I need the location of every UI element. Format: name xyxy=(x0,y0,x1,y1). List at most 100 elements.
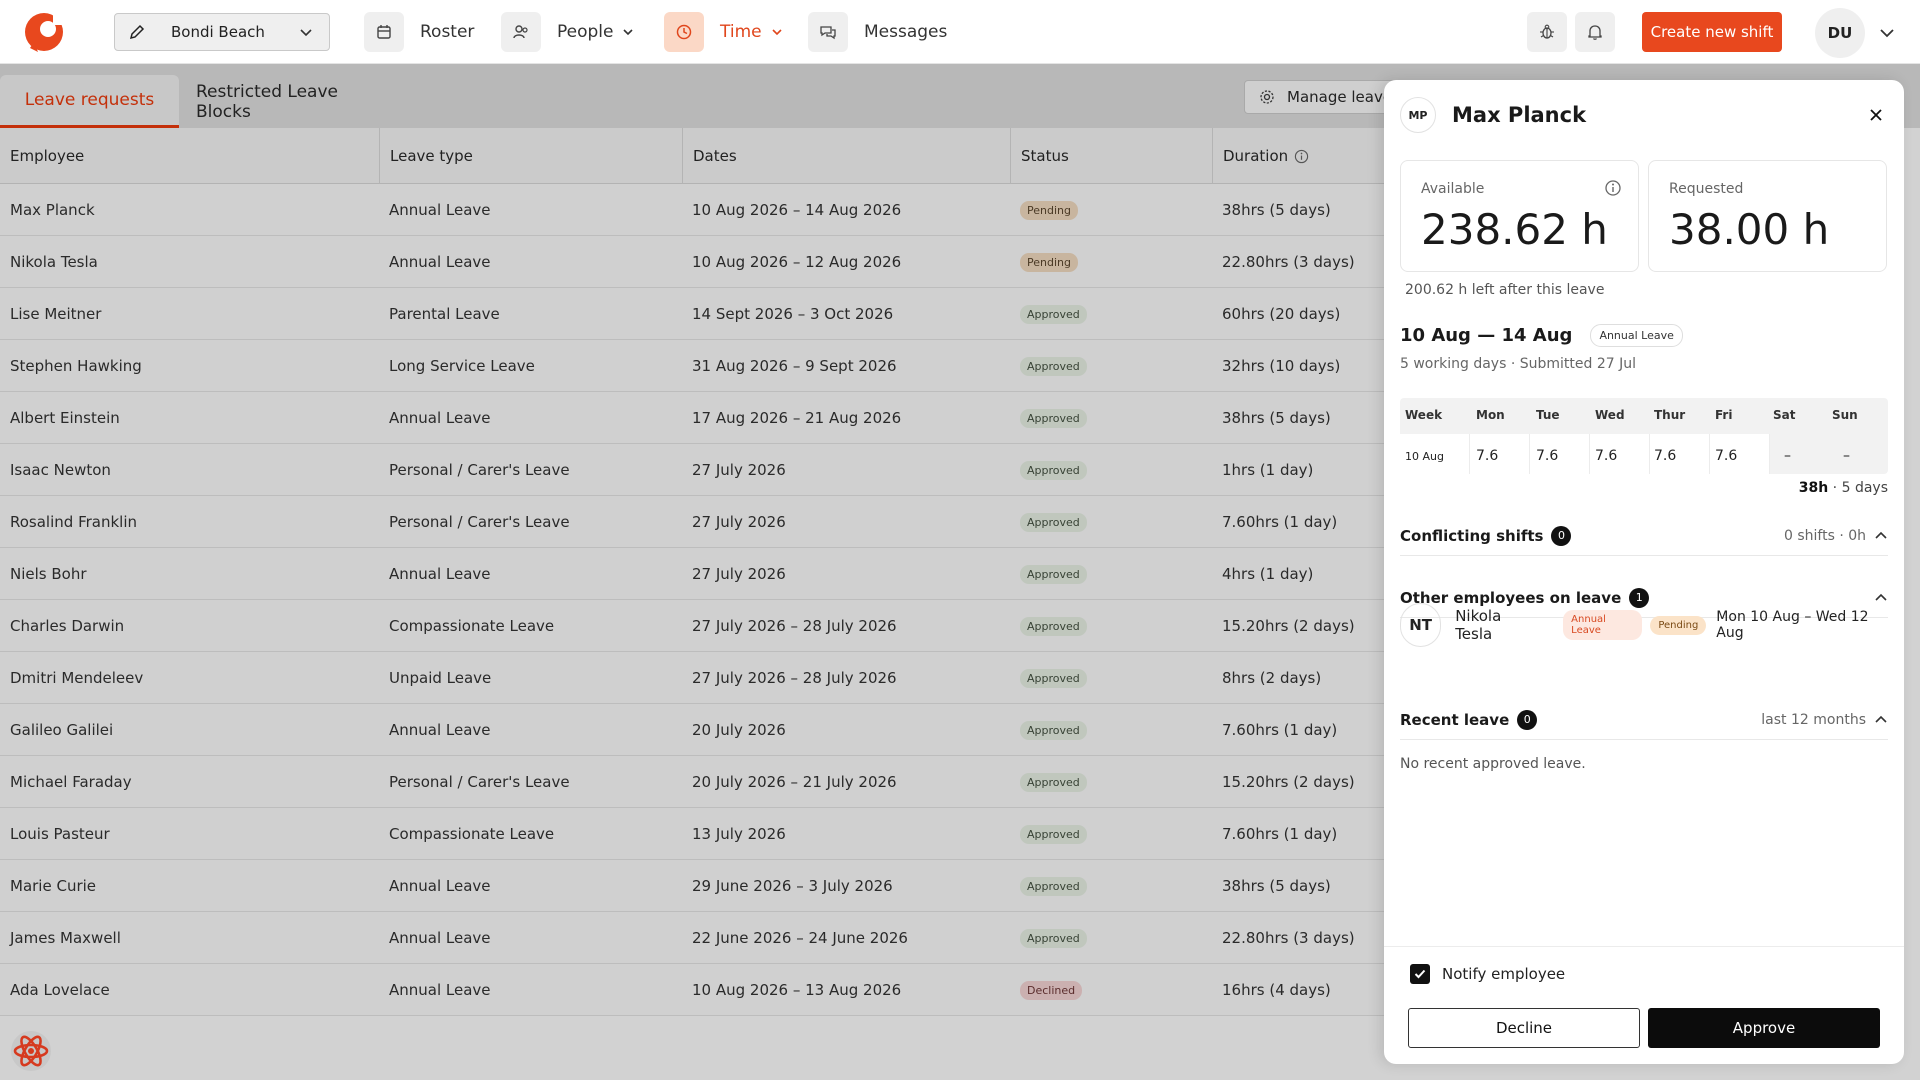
cell-dates: 10 Aug 2026 – 13 Aug 2026 xyxy=(692,981,902,999)
info-icon[interactable] xyxy=(1604,179,1622,197)
table-row[interactable]: Stephen Hawking Long Service Leave 31 Aug … xyxy=(0,340,1390,392)
cell-dates: 27 July 2026 xyxy=(692,513,786,531)
decline-button[interactable]: Decline xyxy=(1408,1008,1640,1048)
table-header: Employee Leave type Dates Status Duratio… xyxy=(0,128,1390,184)
location-label: Bondi Beach xyxy=(171,23,265,41)
chevron-down-icon xyxy=(300,29,312,37)
info-icon[interactable] xyxy=(1294,149,1309,164)
cell-leave-type: Annual Leave xyxy=(389,409,491,427)
table-row[interactable]: Marie Curie Annual Leave 29 June 2026 – 3 … xyxy=(0,860,1390,912)
other-employee-row[interactable]: NT Nikola Tesla Annual Leave Pending Mon… xyxy=(1400,600,1888,650)
requested-value: 38.00 h xyxy=(1669,205,1830,254)
table-row[interactable]: Louis Pasteur Compassionate Leave 13 July … xyxy=(0,808,1390,860)
cell-status: Pending xyxy=(1020,184,1078,236)
close-icon xyxy=(1870,109,1882,121)
chevron-up-icon xyxy=(1875,593,1887,601)
user-avatar[interactable]: DU xyxy=(1815,8,1865,58)
tab-restricted-leave-blocks[interactable]: Restricted Leave Blocks xyxy=(196,81,338,122)
weekly-hours-grid: Week Mon Tue Wed Thur Fri Sat Sun 10 Aug… xyxy=(1400,398,1888,474)
grid-fri-value: 7.6 xyxy=(1715,448,1738,464)
chevron-down-icon[interactable] xyxy=(1878,24,1896,42)
nav-people[interactable]: People xyxy=(501,11,635,53)
status-badge: Approved xyxy=(1020,876,1087,896)
grid-cell xyxy=(1590,434,1650,474)
conflicting-shifts-section[interactable]: Conflicting shifts 0 0 shifts · 0h xyxy=(1400,516,1888,556)
cell-duration: 15.20hrs (2 days) xyxy=(1222,773,1355,791)
table-row[interactable]: James Maxwell Annual Leave 22 June 2026 – … xyxy=(0,912,1390,964)
cell-leave-type: Annual Leave xyxy=(389,721,491,739)
bug-report-button[interactable] xyxy=(1527,12,1567,52)
total-hours: 38h xyxy=(1798,480,1829,496)
status-badge: Pending xyxy=(1650,615,1707,635)
available-label: Available xyxy=(1421,181,1485,197)
table-row[interactable]: Galileo Galilei Annual Leave 20 July 2026 A… xyxy=(0,704,1390,756)
table-row[interactable]: Albert Einstein Annual Leave 17 Aug 2026 –… xyxy=(0,392,1390,444)
nav-messages-label: Messages xyxy=(864,22,948,42)
grid-tue-value: 7.6 xyxy=(1536,448,1559,464)
table-row[interactable]: Nikola Tesla Annual Leave 10 Aug 2026 – 12… xyxy=(0,236,1390,288)
nav-time[interactable]: Time xyxy=(664,11,784,53)
cell-employee: Albert Einstein xyxy=(10,409,120,427)
recent-leave-section[interactable]: Recent leave 0 last 12 months xyxy=(1400,700,1888,740)
tab-leave-requests[interactable]: Leave requests xyxy=(0,75,179,128)
notify-checkbox[interactable] xyxy=(1410,964,1430,984)
nav-roster[interactable]: Roster xyxy=(364,11,474,53)
cell-leave-type: Long Service Leave xyxy=(389,357,535,375)
cell-dates: 27 July 2026 – 28 July 2026 xyxy=(692,669,897,687)
other-employees-toggle xyxy=(1866,591,1888,605)
cell-leave-type: Annual Leave xyxy=(389,565,491,583)
cell-dates: 22 June 2026 – 24 June 2026 xyxy=(692,929,908,947)
bell-icon xyxy=(1588,25,1602,40)
table-body: Max Planck Annual Leave 10 Aug 2026 – 14 A… xyxy=(0,184,1390,1016)
table-row[interactable]: Michael Faraday Personal / Carer's Leave 2… xyxy=(0,756,1390,808)
table-row[interactable]: Lise Meitner Parental Leave 14 Sept 2026 –… xyxy=(0,288,1390,340)
bug-icon xyxy=(1540,24,1554,39)
cell-status: Approved xyxy=(1020,444,1087,496)
nav-messages[interactable]: Messages xyxy=(808,11,947,53)
footer-divider xyxy=(1384,946,1904,947)
column-header-leave-type: Leave type xyxy=(379,128,682,184)
people-icon xyxy=(501,12,541,52)
cell-employee: Ada Lovelace xyxy=(10,981,110,999)
table-row[interactable]: Max Planck Annual Leave 10 Aug 2026 – 14 A… xyxy=(0,184,1390,236)
grid-cell xyxy=(1400,434,1470,474)
close-button[interactable] xyxy=(1864,103,1888,127)
create-new-shift-button[interactable]: Create new shift xyxy=(1642,12,1782,52)
approve-button[interactable]: Approve xyxy=(1648,1008,1880,1048)
table-row[interactable]: Dmitri Mendeleev Unpaid Leave 27 July 2026… xyxy=(0,652,1390,704)
employee-avatar: MP xyxy=(1400,97,1436,133)
app-logo-icon[interactable] xyxy=(20,8,68,56)
other-employee-dates: Mon 10 Aug – Wed 12 Aug xyxy=(1716,609,1869,641)
status-badge: Declined xyxy=(1020,980,1083,1000)
notifications-button[interactable] xyxy=(1575,12,1615,52)
grid-cell xyxy=(1650,434,1710,474)
status-badge: Pending xyxy=(1020,200,1078,220)
location-select[interactable]: Bondi Beach xyxy=(114,13,330,51)
cell-duration: 8hrs (2 days) xyxy=(1222,669,1322,687)
cell-dates: 27 July 2026 xyxy=(692,461,786,479)
grid-sun-value: – xyxy=(1843,448,1850,464)
table-row[interactable]: Rosalind Franklin Personal / Carer's Leav… xyxy=(0,496,1390,548)
cell-status: Approved xyxy=(1020,600,1087,652)
recent-leave-period-text: last 12 months xyxy=(1761,711,1866,728)
cell-leave-type: Parental Leave xyxy=(389,305,500,323)
table-row[interactable]: Ada Lovelace Annual Leave 10 Aug 2026 – 13… xyxy=(0,964,1390,1016)
cell-employee: Lise Meitner xyxy=(10,305,102,323)
cell-employee: Marie Curie xyxy=(10,877,97,895)
cell-status: Declined xyxy=(1020,964,1083,1016)
leave-date-range: 10 Aug — 14 Aug xyxy=(1400,325,1573,346)
grid-cell xyxy=(1530,434,1590,474)
employee-avatar: NT xyxy=(1400,603,1442,647)
table-row[interactable]: Isaac Newton Personal / Carer's Leave 27 J… xyxy=(0,444,1390,496)
status-badge: Approved xyxy=(1020,720,1087,740)
cell-leave-type: Personal / Carer's Leave xyxy=(389,513,570,531)
notify-employee-toggle[interactable]: Notify employee xyxy=(1410,964,1565,984)
table-row[interactable]: Niels Bohr Annual Leave 27 July 2026 Approv… xyxy=(0,548,1390,600)
available-value: 238.62 h xyxy=(1421,205,1608,254)
cell-duration: 60hrs (20 days) xyxy=(1222,305,1341,323)
grid-total: 38h · 5 days xyxy=(1799,480,1888,496)
cell-employee: Louis Pasteur xyxy=(10,825,110,843)
atom-icon[interactable] xyxy=(10,1030,52,1072)
other-employees-section[interactable]: Other employees on leave 1 xyxy=(1400,578,1888,618)
table-row[interactable]: Charles Darwin Compassionate Leave 27 July… xyxy=(0,600,1390,652)
